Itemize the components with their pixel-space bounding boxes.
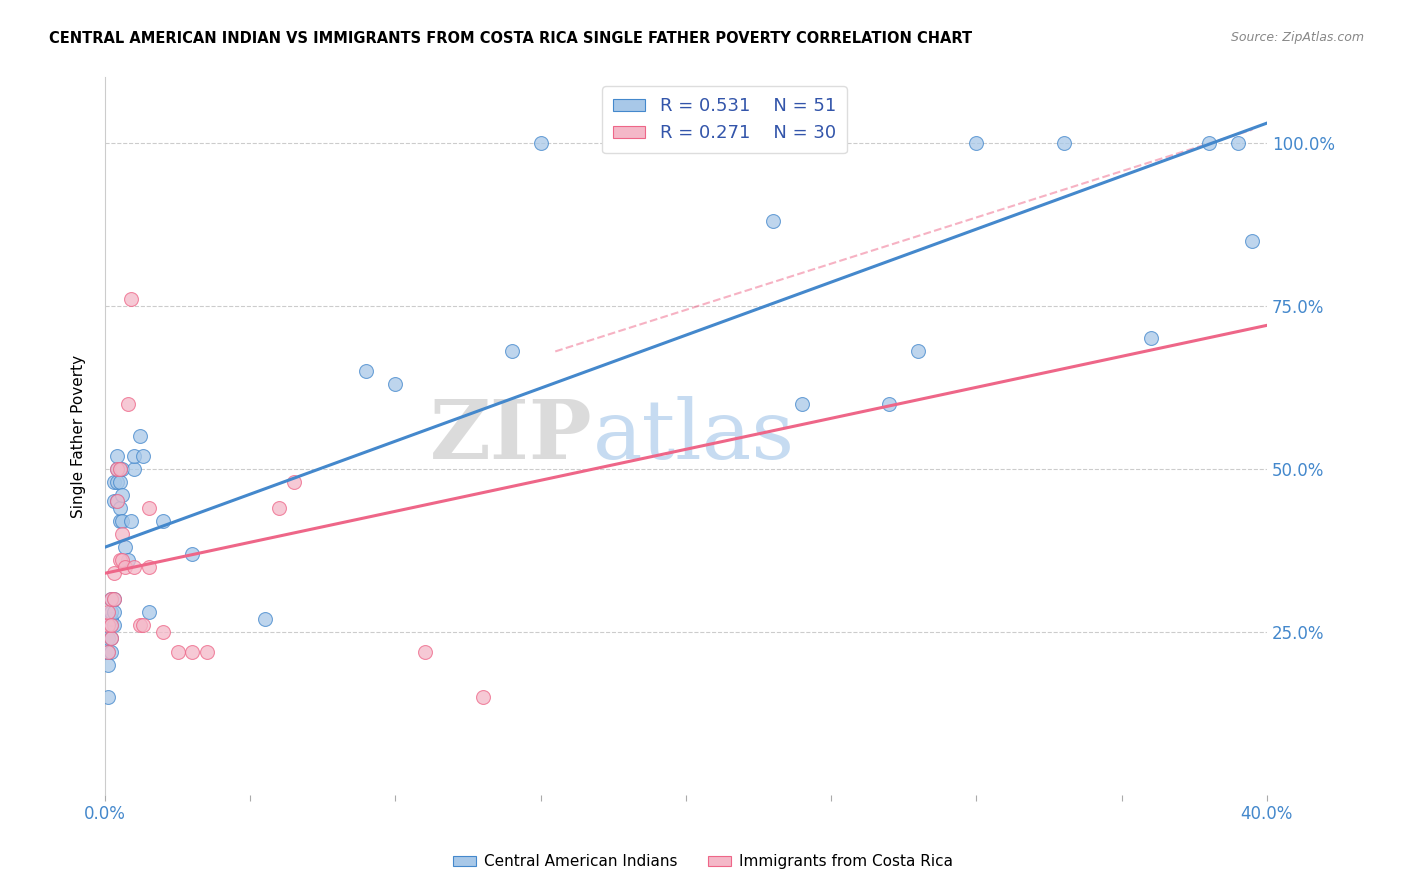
Point bbox=[97, 644, 120, 658]
Point bbox=[128, 429, 150, 443]
Point bbox=[877, 397, 900, 411]
Point bbox=[103, 494, 125, 508]
Point bbox=[97, 606, 120, 620]
Point bbox=[100, 618, 122, 632]
Point bbox=[530, 136, 553, 150]
Point bbox=[181, 644, 204, 658]
Point bbox=[138, 606, 160, 620]
Point bbox=[108, 514, 131, 528]
Point bbox=[152, 624, 174, 639]
Point bbox=[103, 606, 125, 620]
Point bbox=[181, 547, 204, 561]
Text: ZIP: ZIP bbox=[430, 396, 593, 476]
Point bbox=[195, 644, 218, 658]
Point bbox=[103, 592, 125, 607]
Point bbox=[138, 501, 160, 516]
Point bbox=[97, 657, 120, 672]
Point bbox=[105, 494, 128, 508]
Point bbox=[111, 462, 134, 476]
Point bbox=[413, 644, 436, 658]
Point bbox=[1052, 136, 1074, 150]
Point bbox=[120, 514, 142, 528]
Point bbox=[108, 462, 131, 476]
Point bbox=[105, 449, 128, 463]
Point bbox=[1241, 234, 1264, 248]
Point bbox=[105, 462, 128, 476]
Point bbox=[108, 553, 131, 567]
Point bbox=[1139, 331, 1161, 345]
Point bbox=[103, 475, 125, 489]
Legend: R = 0.531    N = 51, R = 0.271    N = 30: R = 0.531 N = 51, R = 0.271 N = 30 bbox=[602, 87, 846, 153]
Point bbox=[100, 618, 122, 632]
Point bbox=[105, 494, 128, 508]
Point bbox=[97, 632, 120, 646]
Point bbox=[114, 559, 136, 574]
Point bbox=[122, 449, 145, 463]
Point bbox=[97, 644, 120, 658]
Y-axis label: Single Father Poverty: Single Father Poverty bbox=[72, 355, 86, 518]
Point bbox=[117, 553, 139, 567]
Point bbox=[100, 592, 122, 607]
Point bbox=[138, 559, 160, 574]
Point bbox=[111, 553, 134, 567]
Point bbox=[100, 592, 122, 607]
Point bbox=[114, 540, 136, 554]
Point bbox=[108, 475, 131, 489]
Point bbox=[111, 488, 134, 502]
Point bbox=[108, 462, 131, 476]
Point bbox=[100, 632, 122, 646]
Point bbox=[97, 618, 120, 632]
Point bbox=[100, 632, 122, 646]
Point bbox=[122, 462, 145, 476]
Point bbox=[132, 618, 155, 632]
Point bbox=[792, 397, 814, 411]
Point bbox=[117, 397, 139, 411]
Point bbox=[152, 514, 174, 528]
Legend: Central American Indians, Immigrants from Costa Rica: Central American Indians, Immigrants fro… bbox=[447, 848, 959, 875]
Point bbox=[105, 475, 128, 489]
Text: CENTRAL AMERICAN INDIAN VS IMMIGRANTS FROM COSTA RICA SINGLE FATHER POVERTY CORR: CENTRAL AMERICAN INDIAN VS IMMIGRANTS FR… bbox=[49, 31, 973, 46]
Point bbox=[384, 377, 406, 392]
Point bbox=[965, 136, 987, 150]
Point bbox=[501, 344, 523, 359]
Point bbox=[253, 612, 276, 626]
Point bbox=[103, 618, 125, 632]
Point bbox=[111, 527, 134, 541]
Point bbox=[103, 592, 125, 607]
Point bbox=[122, 559, 145, 574]
Point bbox=[108, 501, 131, 516]
Point bbox=[283, 475, 305, 489]
Point bbox=[103, 566, 125, 581]
Point bbox=[1198, 136, 1220, 150]
Point bbox=[166, 644, 188, 658]
Point bbox=[128, 618, 150, 632]
Point bbox=[471, 690, 494, 705]
Text: atlas: atlas bbox=[593, 396, 796, 476]
Point bbox=[269, 501, 291, 516]
Text: Source: ZipAtlas.com: Source: ZipAtlas.com bbox=[1230, 31, 1364, 45]
Point bbox=[105, 462, 128, 476]
Point bbox=[111, 514, 134, 528]
Point bbox=[120, 292, 142, 306]
Point bbox=[907, 344, 929, 359]
Point bbox=[100, 606, 122, 620]
Point bbox=[100, 644, 122, 658]
Point bbox=[762, 214, 785, 228]
Point bbox=[97, 690, 120, 705]
Point bbox=[132, 449, 155, 463]
Point bbox=[100, 612, 122, 626]
Point bbox=[1226, 136, 1249, 150]
Point bbox=[356, 364, 378, 378]
